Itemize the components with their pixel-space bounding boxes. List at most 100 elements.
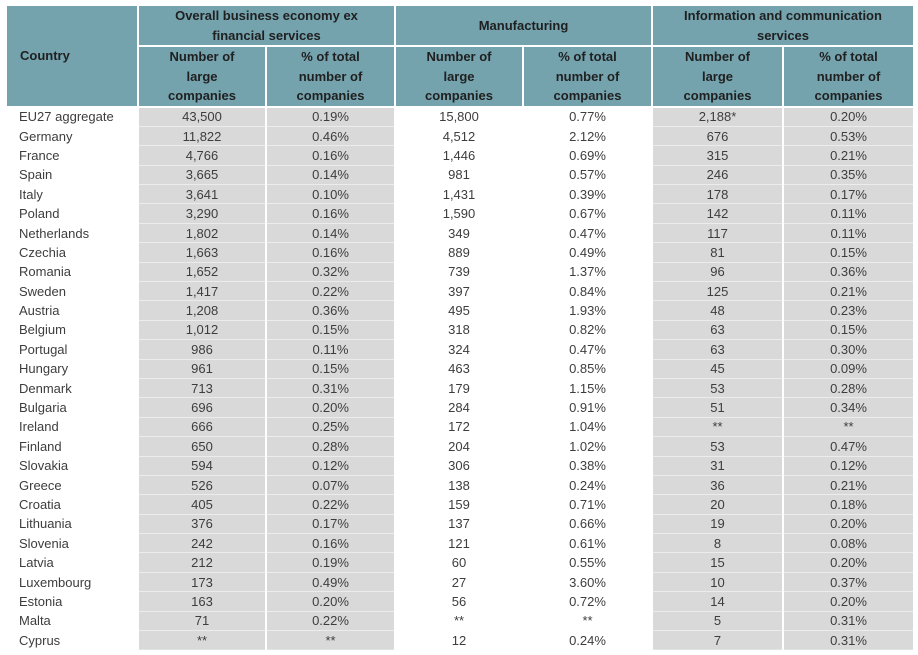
group-header-overall-business-economy: Overall business economy ex financial se… [137, 4, 396, 47]
table-row: Italy 3,641 0.10% 1,431 0.39% 178 0.17% [6, 184, 915, 205]
country-cell: Austria [6, 300, 139, 321]
table-row: Estonia 163 0.20% 56 0.72% 14 0.20% [6, 591, 915, 612]
value-cell: 0.53% [783, 126, 915, 147]
value-cell: 0.21% [783, 145, 915, 166]
value-cell: 51 [652, 397, 784, 418]
value-cell: 0.84% [523, 281, 653, 302]
value-cell: ** [783, 417, 915, 438]
value-cell: 0.09% [783, 359, 915, 379]
country-cell: Italy [6, 184, 139, 205]
value-cell: 0.77% [523, 106, 653, 127]
value-cell: 0.28% [783, 378, 915, 399]
value-cell: 0.10% [266, 184, 396, 205]
value-cell: 142 [652, 203, 784, 224]
table-row: Slovenia 242 0.16% 121 0.61% 8 0.08% [6, 533, 915, 554]
value-cell: 8 [652, 533, 784, 554]
value-cell: 0.32% [266, 262, 396, 283]
value-cell: 318 [395, 320, 524, 341]
table-row: Bulgaria 696 0.20% 284 0.91% 51 0.34% [6, 397, 915, 418]
sub-header-row: Number of large companies % of total num… [6, 45, 915, 108]
value-cell: 1.37% [523, 262, 653, 283]
value-cell: 0.16% [266, 533, 396, 554]
value-cell: 0.35% [783, 165, 915, 186]
group-header-information-communication: Information and communication services [651, 4, 915, 47]
value-cell: 0.66% [523, 514, 653, 535]
value-cell: 53 [652, 378, 784, 399]
country-cell: Latvia [6, 552, 139, 573]
value-cell: 0.07% [266, 475, 396, 496]
table-row: Poland 3,290 0.16% 1,590 0.67% 142 0.11% [6, 203, 915, 224]
country-cell: Croatia [6, 494, 139, 515]
country-cell: Finland [6, 436, 139, 457]
value-cell: 1,590 [395, 203, 524, 224]
value-cell: 0.38% [523, 456, 653, 476]
table-header: Country Overall business economy ex fina… [5, 4, 915, 108]
value-cell: 526 [138, 475, 267, 496]
value-cell: 1,652 [138, 262, 267, 283]
subheader-manufacturing-percent: % of total number of companies [522, 45, 653, 108]
table-row: Romania 1,652 0.32% 739 1.37% 96 0.36% [6, 262, 915, 283]
value-cell: 405 [138, 494, 267, 515]
value-cell: 397 [395, 281, 524, 302]
value-cell: 3,641 [138, 184, 267, 205]
table-row: Croatia 405 0.22% 159 0.71% 20 0.18% [6, 494, 915, 515]
value-cell: 676 [652, 126, 784, 147]
value-cell: 0.24% [523, 630, 653, 651]
table-row: France 4,766 0.16% 1,446 0.69% 315 0.21% [6, 145, 915, 166]
country-column-header: Country [5, 4, 139, 108]
table-row: Austria 1,208 0.36% 495 1.93% 48 0.23% [6, 300, 915, 321]
country-cell: France [6, 145, 139, 166]
value-cell: 0.08% [783, 533, 915, 554]
value-cell: 242 [138, 533, 267, 554]
value-cell: 0.15% [783, 242, 915, 263]
value-cell: ** [266, 630, 396, 651]
value-cell: 53 [652, 436, 784, 457]
value-cell: 594 [138, 456, 267, 476]
table-row: Portugal 986 0.11% 324 0.47% 63 0.30% [6, 339, 915, 360]
subheader-ict-number: Number of large companies [651, 45, 784, 108]
country-cell: Bulgaria [6, 397, 139, 418]
value-cell: 63 [652, 320, 784, 341]
country-cell: Belgium [6, 320, 139, 341]
value-cell: 666 [138, 417, 267, 438]
value-cell: 961 [138, 359, 267, 379]
value-cell: 650 [138, 436, 267, 457]
value-cell: 713 [138, 378, 267, 399]
table-row: EU27 aggregate 43,500 0.19% 15,800 0.77% 2,18… [6, 106, 915, 127]
value-cell: 5 [652, 611, 784, 632]
value-cell: 0.25% [266, 417, 396, 438]
value-cell: 324 [395, 339, 524, 360]
value-cell: 0.11% [783, 223, 915, 244]
value-cell: 0.69% [523, 145, 653, 166]
table-row: Finland 650 0.28% 204 1.02% 53 0.47% [6, 436, 915, 457]
value-cell: 1,012 [138, 320, 267, 341]
value-cell: 56 [395, 591, 524, 612]
table-row: Sweden 1,417 0.22% 397 0.84% 125 0.21% [6, 281, 915, 302]
table-row: Malta 71 0.22% ** ** 5 0.31% [6, 611, 915, 632]
country-cell: Czechia [6, 242, 139, 263]
value-cell: 178 [652, 184, 784, 205]
value-cell: 1,663 [138, 242, 267, 263]
country-cell: Hungary [6, 359, 139, 379]
value-cell: 48 [652, 300, 784, 321]
value-cell: 0.11% [266, 339, 396, 360]
value-cell: 284 [395, 397, 524, 418]
value-cell: 4,766 [138, 145, 267, 166]
value-cell: 0.24% [523, 475, 653, 496]
value-cell: 376 [138, 514, 267, 535]
country-cell: Spain [6, 165, 139, 186]
value-cell: 12 [395, 630, 524, 651]
value-cell: 1,417 [138, 281, 267, 302]
table-row: Hungary 961 0.15% 463 0.85% 45 0.09% [6, 359, 915, 379]
country-cell: Ireland [6, 417, 139, 438]
value-cell: 3.60% [523, 572, 653, 593]
table-row: Czechia 1,663 0.16% 889 0.49% 81 0.15% [6, 242, 915, 263]
value-cell: 173 [138, 572, 267, 593]
value-cell: 0.36% [783, 262, 915, 283]
value-cell: 4,512 [395, 126, 524, 147]
value-cell: 2.12% [523, 126, 653, 147]
value-cell: 2,188* [652, 106, 784, 127]
value-cell: 15,800 [395, 106, 524, 127]
value-cell: 0.31% [783, 630, 915, 651]
value-cell: 0.31% [266, 378, 396, 399]
